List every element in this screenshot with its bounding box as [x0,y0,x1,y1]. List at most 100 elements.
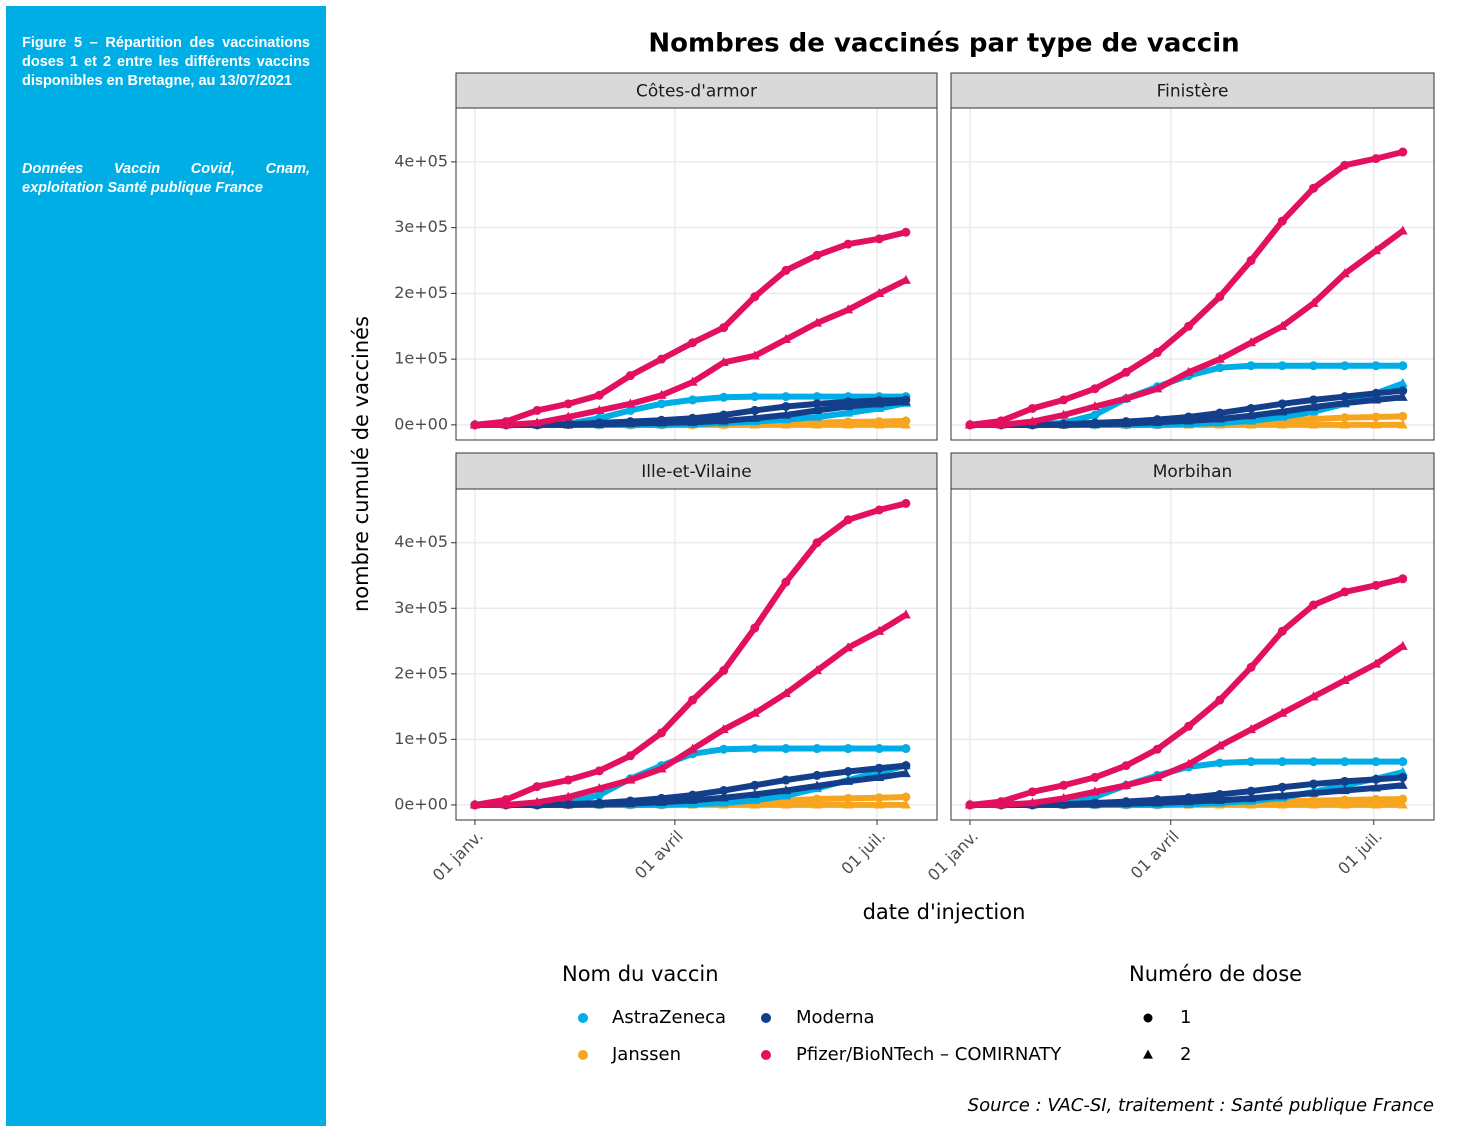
data-point [901,792,911,802]
data-point [1371,245,1381,255]
data-point [812,665,822,675]
data-point [780,334,791,344]
data-point [625,371,635,381]
strip-label: Morbihan [1153,462,1233,482]
data-point [688,338,698,348]
data-point [1398,411,1408,421]
data-point [1027,797,1038,807]
data-point [594,405,605,415]
data-point [1277,406,1288,416]
y-tick-label: 0e+00 [394,414,448,433]
data-point [1308,787,1319,797]
data-point [901,416,911,426]
data-point [1371,394,1381,404]
data-point [1059,799,1069,809]
data-point [781,744,791,754]
data-point [812,392,822,402]
data-point [1277,626,1287,636]
data-point [781,775,791,785]
legend-marker [761,1050,771,1060]
data-point [843,799,854,809]
data-point [901,395,911,405]
data-point [1277,361,1287,371]
data-point [965,800,975,810]
data-point [657,728,667,738]
data-point [780,409,791,419]
data-point [901,498,911,508]
data-point [901,227,911,237]
data-point [1184,721,1194,731]
data-point [625,796,635,806]
legend-label: 2 [1180,1044,1191,1065]
data-point [594,766,604,776]
data-point [874,417,884,427]
data-point [1090,772,1100,782]
data-point [874,793,884,803]
x-axis-title: date d'injection [863,900,1026,924]
data-point [749,350,760,360]
data-point [749,412,760,422]
data-point [1340,392,1350,402]
data-point [1398,574,1408,584]
data-point [594,790,604,800]
data-point [532,796,543,806]
data-point [1339,419,1350,429]
data-point [780,414,791,424]
data-point [750,623,760,633]
data-point [812,399,822,409]
data-point [1121,393,1132,403]
data-point [812,744,822,754]
data-point [1184,793,1194,803]
data-point [1152,348,1162,358]
data-point [1121,797,1131,807]
data-point [1340,361,1350,371]
data-point [688,695,698,705]
data-point [1398,361,1408,371]
data-point [1371,412,1381,422]
panel-background [456,108,937,440]
data-point [1309,779,1319,789]
data-point [1277,757,1287,767]
data-point [1309,757,1319,767]
data-point [1027,416,1038,426]
x-tick-label: 01 avril [631,827,687,883]
data-point [532,417,543,427]
data-point [656,763,667,773]
data-point [874,799,885,809]
data-point [1371,419,1381,429]
legend-title: Nom du vaccin [562,962,719,986]
data-point [1371,658,1381,668]
data-point [563,399,573,409]
data-point [812,780,822,790]
data-point [470,420,480,430]
legend-marker [1143,1013,1153,1023]
data-point [874,771,885,781]
data-point [900,799,911,809]
data-point [688,413,698,423]
data-point [1277,782,1287,792]
data-point [1183,366,1194,376]
data-point [1059,419,1069,429]
data-point [1277,320,1288,330]
data-point [532,782,542,792]
data-point [750,392,760,402]
data-point [812,799,822,809]
strip-label: Finistère [1157,82,1229,102]
data-point [1371,794,1381,804]
data-point [874,403,885,413]
data-point [900,768,911,778]
data-point [1397,799,1408,809]
data-point [1246,337,1257,347]
y-tick-label: 1e+05 [394,349,448,368]
x-tick-label: 01 janv. [429,827,487,885]
data-point [657,793,667,803]
data-point [749,789,760,799]
data-point [1340,413,1350,423]
data-point [1277,411,1288,421]
data-point [563,791,574,801]
data-point [1339,268,1350,278]
data-point [901,761,911,771]
data-point [1371,361,1381,371]
data-point [749,794,760,804]
